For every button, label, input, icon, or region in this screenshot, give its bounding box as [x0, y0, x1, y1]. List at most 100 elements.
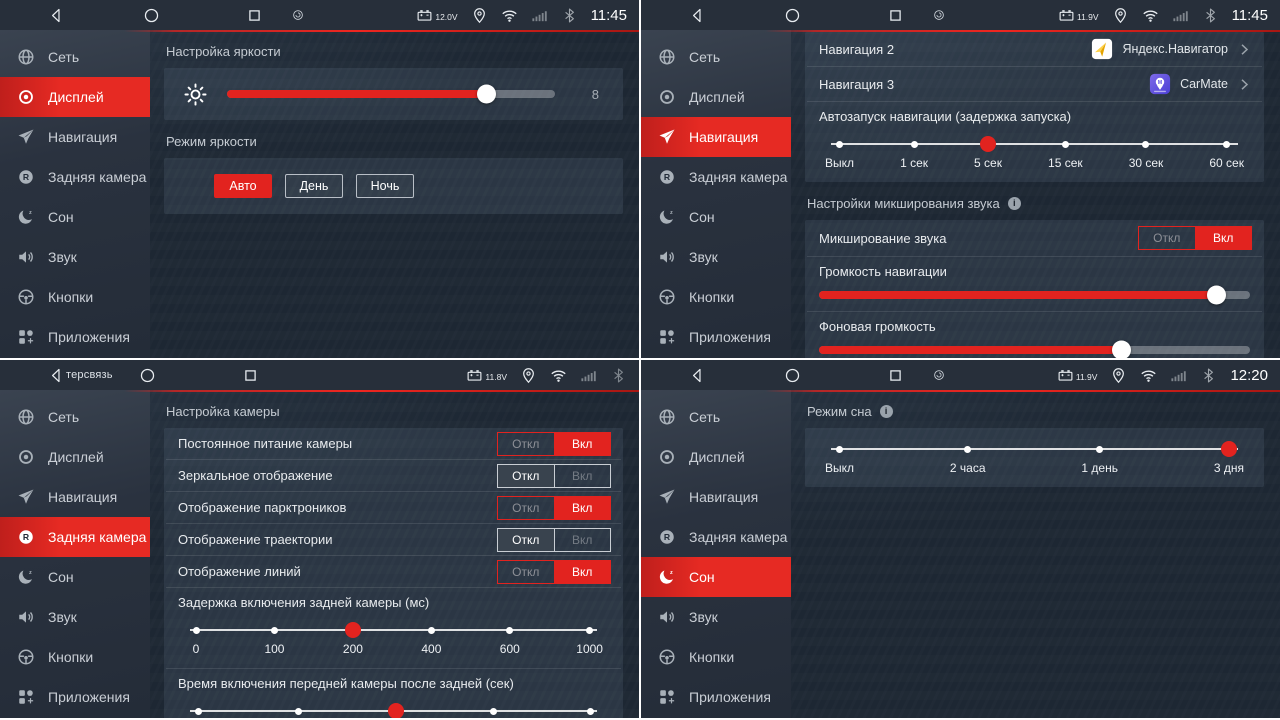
slider-stop[interactable]: 0 [184, 622, 208, 656]
brightness-slider-knob[interactable] [477, 84, 497, 104]
recents-button[interactable] [242, 367, 259, 384]
sidebar-item-sleep[interactable]: Сон [0, 197, 150, 237]
slider-stop[interactable]: 1000 [576, 622, 603, 656]
parktronic-toggle[interactable]: Откл Вкл [497, 495, 611, 520]
slider-stop[interactable]: 60 [579, 703, 603, 718]
location-icon [1110, 367, 1127, 384]
sidebar-item-buttons[interactable]: Кнопки [0, 277, 150, 317]
mode-night-button[interactable]: Ночь [356, 174, 414, 198]
sidebar-item-apps[interactable]: Приложения [0, 677, 150, 717]
home-button[interactable] [784, 7, 801, 24]
slider-track [831, 448, 1238, 450]
sidebar-item-network[interactable]: Сеть [641, 37, 791, 77]
wifi-icon [1140, 367, 1157, 384]
front-camera-time-slider[interactable]: Выкл 10 15 20 60 [178, 703, 609, 718]
sidebar-item-rear-camera[interactable]: Задняя камера [0, 517, 150, 557]
home-button[interactable] [143, 7, 160, 24]
screen-navigation-settings: 11.9V 11:45 Сеть Дисплей Навигация Задня… [641, 0, 1280, 358]
mode-auto-button[interactable]: Авто [214, 174, 272, 198]
sidebar-item-network[interactable]: Сеть [0, 37, 150, 77]
sidebar-item-sleep[interactable]: Сон [641, 197, 791, 237]
slider-stop[interactable]: 1 день [1081, 441, 1118, 475]
divider [166, 668, 621, 669]
slider-stop[interactable]: 600 [498, 622, 522, 656]
sidebar-item-sound[interactable]: Звук [641, 237, 791, 277]
slider-stop[interactable]: 100 [262, 622, 286, 656]
sidebar-item-display[interactable]: Дисплей [0, 77, 150, 117]
globe-icon [17, 48, 35, 66]
slider-stop-selected[interactable]: 200 [341, 622, 365, 656]
sidebar-item-navigation[interactable]: Навигация [0, 477, 150, 517]
sidebar-item-network[interactable]: Сеть [641, 397, 791, 437]
camera-delay-slider[interactable]: 0 100 200 400 600 1000 [178, 622, 609, 656]
camera-power-toggle[interactable]: Откл Вкл [497, 431, 611, 456]
sidebar-item-apps[interactable]: Приложения [641, 317, 791, 357]
sidebar-item-buttons[interactable]: Кнопки [0, 637, 150, 677]
info-icon[interactable] [879, 405, 893, 418]
navigation-2-row[interactable]: Навигация 2 Яндекс.Навигатор [805, 32, 1264, 66]
sidebar-item-rear-camera[interactable]: Задняя камера [641, 517, 791, 557]
sidebar-item-navigation[interactable]: Навигация [0, 117, 150, 157]
sidebar-item-sleep[interactable]: Сон [641, 557, 791, 597]
sidebar-item-rear-camera[interactable]: Задняя камера [0, 157, 150, 197]
slider-stop-selected[interactable]: 15 [384, 703, 408, 718]
sidebar-item-sleep[interactable]: Сон [0, 557, 150, 597]
slider-stop[interactable]: 60 сек [1209, 136, 1244, 170]
sidebar-item-buttons[interactable]: Кнопки [641, 277, 791, 317]
sound-mixing-toggle[interactable]: Откл Вкл [1138, 226, 1252, 250]
navigation-3-row[interactable]: Навигация 3 CarMate [805, 67, 1264, 101]
screen-record-icon[interactable] [932, 368, 946, 382]
slider-stop[interactable]: 20 [481, 703, 505, 718]
trajectory-toggle[interactable]: Откл Вкл [497, 527, 611, 552]
background-volume-slider[interactable] [819, 340, 1250, 358]
sleep-mode-slider[interactable]: Выкл 2 часа 1 день 3 дня [819, 441, 1250, 475]
slider-stop[interactable]: 15 сек [1048, 136, 1083, 170]
sidebar-item-apps[interactable]: Приложения [0, 317, 150, 357]
slider-stop[interactable]: 2 часа [950, 441, 986, 475]
home-button[interactable] [784, 367, 801, 384]
back-button[interactable] [48, 367, 65, 384]
background-volume-knob[interactable] [1111, 340, 1131, 358]
info-icon[interactable] [1007, 197, 1021, 210]
back-button[interactable] [48, 7, 65, 24]
screen-record-icon[interactable] [291, 8, 305, 22]
sidebar-item-display[interactable]: Дисплей [641, 77, 791, 117]
sidebar-item-network[interactable]: Сеть [0, 397, 150, 437]
sidebar-item-rear-camera[interactable]: Задняя камера [641, 157, 791, 197]
slider-stop[interactable]: 400 [419, 622, 443, 656]
sidebar-item-display[interactable]: Дисплей [0, 437, 150, 477]
brightness-slider[interactable] [227, 84, 555, 104]
back-button[interactable] [689, 367, 706, 384]
navigation-volume-knob[interactable] [1206, 285, 1226, 305]
recents-button[interactable] [887, 367, 904, 384]
lines-toggle[interactable]: Откл Вкл [497, 559, 611, 584]
slider-stop[interactable]: Выкл [825, 136, 854, 170]
slider-stop[interactable]: 10 [287, 703, 311, 718]
slider-stop[interactable]: Выкл [184, 703, 213, 718]
sidebar-item-apps[interactable]: Приложения [641, 677, 791, 717]
sidebar-item-buttons[interactable]: Кнопки [641, 637, 791, 677]
navigation-volume-slider[interactable] [819, 285, 1250, 305]
sidebar-item-sound[interactable]: Звук [0, 237, 150, 277]
slider-stop[interactable]: 30 сек [1129, 136, 1163, 170]
status-bar: 11.9V 11:45 [641, 0, 1280, 30]
sidebar-item-navigation[interactable]: Навигация [641, 477, 791, 517]
sidebar-item-display[interactable]: Дисплей [641, 437, 791, 477]
slider-stop-selected[interactable]: 3 дня [1214, 441, 1244, 475]
screen-record-icon[interactable] [932, 8, 946, 22]
signal-icon [1172, 7, 1189, 24]
sidebar-item-navigation[interactable]: Навигация [641, 117, 791, 157]
recents-button[interactable] [887, 7, 904, 24]
slider-stop-selected[interactable]: 5 сек [974, 136, 1002, 170]
mode-day-button[interactable]: День [285, 174, 343, 198]
home-button[interactable] [139, 367, 156, 384]
recents-button[interactable] [246, 7, 263, 24]
slider-stop[interactable]: Выкл [825, 441, 854, 475]
slider-stop[interactable]: 1 сек [900, 136, 928, 170]
mirror-toggle[interactable]: Откл Вкл [497, 463, 611, 488]
sidebar-item-sound[interactable]: Звук [641, 597, 791, 637]
autostart-delay-slider[interactable]: Выкл 1 сек 5 сек 15 сек 30 сек 60 сек [819, 136, 1250, 170]
sidebar-item-sound[interactable]: Звук [0, 597, 150, 637]
back-button[interactable] [689, 7, 706, 24]
status-bar: 12.0V 11:45 [0, 0, 639, 30]
